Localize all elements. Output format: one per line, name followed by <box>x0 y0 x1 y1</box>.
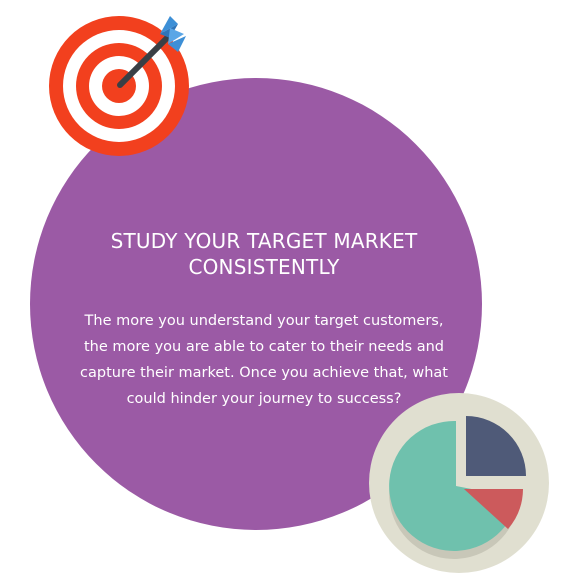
pie-chart-icon <box>369 393 549 573</box>
target-arrow-icon <box>49 16 189 156</box>
card-description-line-4: could hinder your journey to success? <box>126 391 402 407</box>
card-description-line-2: the more you are able to cater to their … <box>84 339 444 355</box>
card-title: STUDY YOUR TARGET MARKET CONSISTENTLY <box>64 228 464 280</box>
card-description: The more you understand your target cust… <box>66 308 462 412</box>
card-description-line-3: capture their market. Once you achieve t… <box>80 365 448 381</box>
card-description-line-1: The more you understand your target cust… <box>84 313 444 329</box>
card-title-line-1: STUDY YOUR TARGET MARKET <box>110 229 418 253</box>
card-title-line-2: CONSISTENTLY <box>188 255 340 279</box>
